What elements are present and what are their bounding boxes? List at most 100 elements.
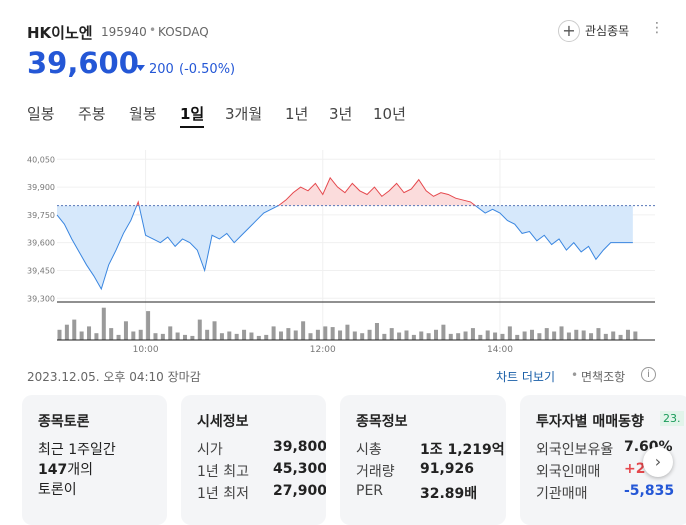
volume-bar: [404, 330, 409, 340]
volume-bar: [493, 332, 498, 340]
volume-bar: [389, 328, 394, 340]
volume-bar: [478, 334, 483, 340]
volume-bar: [264, 334, 269, 340]
volume-bar: [448, 333, 453, 340]
chart: 40,050 39,900 39,750 39,600 39,450 39,300 10:0…: [27, 150, 655, 355]
volume-bar: [146, 311, 151, 340]
volume-bar: [544, 328, 549, 340]
market: KOSDAQ: [158, 25, 209, 39]
volume-bar: [596, 328, 601, 340]
volume-bar: [315, 329, 320, 340]
row-label: 외국인매매: [536, 464, 601, 480]
dot: •: [571, 368, 579, 382]
volume-bar: [500, 333, 505, 340]
volume-bar: [419, 331, 424, 340]
card-text: 토론이: [38, 482, 77, 498]
info-icon[interactable]: i: [641, 367, 656, 382]
discussion-card[interactable]: 종목토론 최근 1주일간 147개의 토론이: [22, 395, 167, 525]
volume-bar: [183, 334, 188, 340]
volume-bar: [434, 329, 439, 340]
timestamp: 2023.12.05. 오후 04:10 장마감: [27, 370, 201, 384]
info-row: 기관매매 -5,835: [536, 483, 674, 503]
volume-bar: [234, 333, 239, 340]
volume-bar: [603, 333, 608, 340]
y-tick-label: 39,900: [27, 183, 55, 192]
y-tick-label: 39,450: [27, 266, 55, 275]
price-line: [56, 176, 633, 291]
info-card[interactable]: 종목정보 시총 1조 1,219억 거래량 91,926 PER 32.89배: [340, 395, 506, 525]
volume-bar: [470, 328, 475, 340]
info-row: 1년 최저 27,900: [197, 483, 326, 503]
badge: 23.: [660, 411, 684, 426]
volume-bar: [397, 332, 402, 340]
volume-bar: [278, 331, 283, 340]
row-value: -5,835: [624, 483, 675, 499]
volume-bar: [618, 334, 623, 340]
tab[interactable]: 월봉: [129, 105, 157, 123]
price-card[interactable]: 시세정보 시가 39,800 1년 최고 45,300 1년 최저 27,900: [181, 395, 326, 525]
y-tick-label: 40,050: [27, 155, 55, 164]
card-title: 시세정보: [197, 414, 249, 430]
volume-bar: [382, 333, 387, 340]
volume-bar: [581, 330, 586, 340]
card-text: 147개의: [38, 459, 93, 479]
tab[interactable]: 1년: [285, 105, 309, 123]
volume-bar: [131, 331, 136, 340]
row-value: 32.89배: [420, 486, 478, 502]
x-tick-label: 12:00: [310, 345, 336, 355]
next-button[interactable]: ›: [643, 447, 673, 477]
volume-bar: [293, 330, 298, 340]
disclaimer[interactable]: 면책조항: [581, 370, 626, 384]
volume-bar: [611, 331, 616, 340]
price: 39,600: [27, 46, 139, 80]
chart-more[interactable]: 차트 더보기: [496, 370, 556, 384]
volume-bar: [123, 321, 128, 340]
volume-bar: [219, 333, 224, 340]
volume-bar: [441, 324, 446, 340]
volume-bar: [101, 307, 106, 340]
volume-bar: [286, 328, 291, 340]
tab-underline: [180, 126, 204, 128]
card-text: 최근 1주일간: [38, 442, 116, 458]
volume-bar: [323, 326, 328, 340]
volume-bar: [345, 324, 350, 340]
y-tick-label: 39,300: [27, 294, 55, 303]
volume-bar: [190, 335, 195, 340]
tab[interactable]: 3년: [329, 105, 353, 123]
volume-bar: [537, 333, 542, 340]
change: 200: [149, 62, 174, 77]
volume-bar: [94, 333, 99, 340]
row-value: 39,800: [273, 439, 326, 455]
change-pct: (-0.50%): [179, 62, 236, 77]
volume-bar: [426, 333, 431, 340]
volume-bar: [522, 331, 527, 340]
volume-bar: [271, 326, 276, 340]
row-value: 27,900: [273, 483, 326, 499]
watch-button[interactable]: 관심종목: [585, 24, 630, 38]
watch-icon[interactable]: +: [558, 20, 580, 42]
tab[interactable]: 1일: [180, 105, 205, 123]
volume-bar: [374, 323, 379, 340]
volume-bar: [153, 333, 158, 340]
card-title: 종목정보: [356, 414, 408, 430]
volume-bar: [515, 334, 520, 340]
volume-bar: [301, 321, 306, 340]
row-label: 1년 최저: [197, 486, 249, 502]
menu[interactable]: ⋮: [650, 20, 664, 36]
volume-bar: [559, 326, 564, 340]
row-label: 외국인보유율: [536, 442, 614, 458]
row-value: +2: [624, 461, 646, 477]
volume-bar: [212, 321, 217, 340]
y-tick-label: 39,600: [27, 239, 55, 248]
tab[interactable]: 주봉: [78, 105, 106, 123]
tab[interactable]: 일봉: [27, 105, 55, 123]
tab[interactable]: 3개월: [225, 105, 263, 123]
volume-bar: [566, 332, 571, 340]
volume-bar: [116, 334, 121, 340]
card-title: 투자자별 매매동향: [536, 414, 644, 430]
x-tick-label: 10:00: [133, 345, 159, 355]
volume-bar: [463, 331, 468, 340]
tab[interactable]: 10년: [373, 105, 406, 123]
row-value: 91,926: [420, 461, 475, 477]
volume-bar: [79, 331, 84, 340]
